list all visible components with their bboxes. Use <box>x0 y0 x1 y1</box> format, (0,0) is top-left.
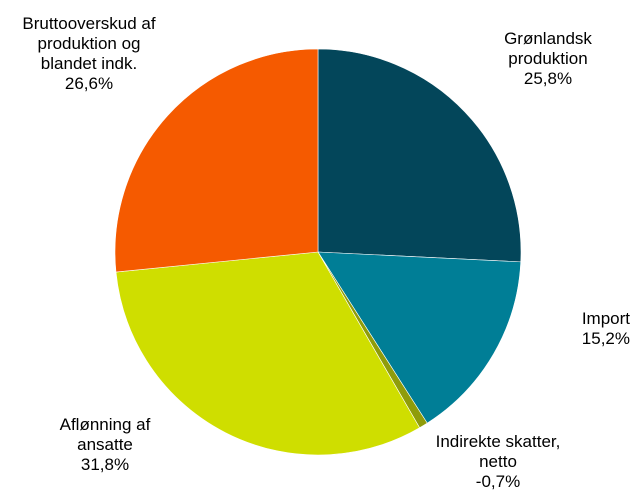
slice-import <box>317 251 522 424</box>
slice-label-value: 25,8% <box>523 69 573 88</box>
label-bruttooverskud: Bruttooverskud af produktion og blandet … <box>0 14 178 94</box>
slice-label-value: 26,6% <box>64 74 114 93</box>
label-gronlandsk-produktion: Grønlandsk produktion 25,8% <box>468 29 628 89</box>
label-aflonning-af-ansatte: Aflønning af ansatte 31,8% <box>30 415 180 475</box>
slice-bruttooverskud <box>114 48 319 273</box>
slice-gronlandsk-produktion <box>317 48 522 263</box>
label-import: Import 15,2% <box>510 309 630 349</box>
slice-label-name-line: netto <box>479 452 517 471</box>
slice-label-name-line: Grønlandsk <box>504 29 592 48</box>
label-indirekte-skatter: Indirekte skatter, netto -0,7% <box>408 432 588 492</box>
slice-aflonning-af-ansatte <box>115 251 421 456</box>
slice-label-name-line: Aflønning af <box>59 415 151 434</box>
slice-label-value: 15,2% <box>581 329 630 348</box>
slice-label-name-line: ansatte <box>77 435 133 454</box>
slice-label-name-line: blandet indk. <box>40 54 138 73</box>
slice-label-name-line: Indirekte skatter, <box>435 432 561 451</box>
slice-label-name-line: Bruttooverskud af <box>22 14 156 33</box>
slice-label-name-line: produktion og <box>37 34 141 53</box>
slice-label-value: -0,7% <box>475 472 521 491</box>
slice-label-name-line: Import <box>581 309 630 328</box>
slice-label-name-line: produktion <box>508 49 588 68</box>
slice-label-value: 31,8% <box>80 455 130 474</box>
